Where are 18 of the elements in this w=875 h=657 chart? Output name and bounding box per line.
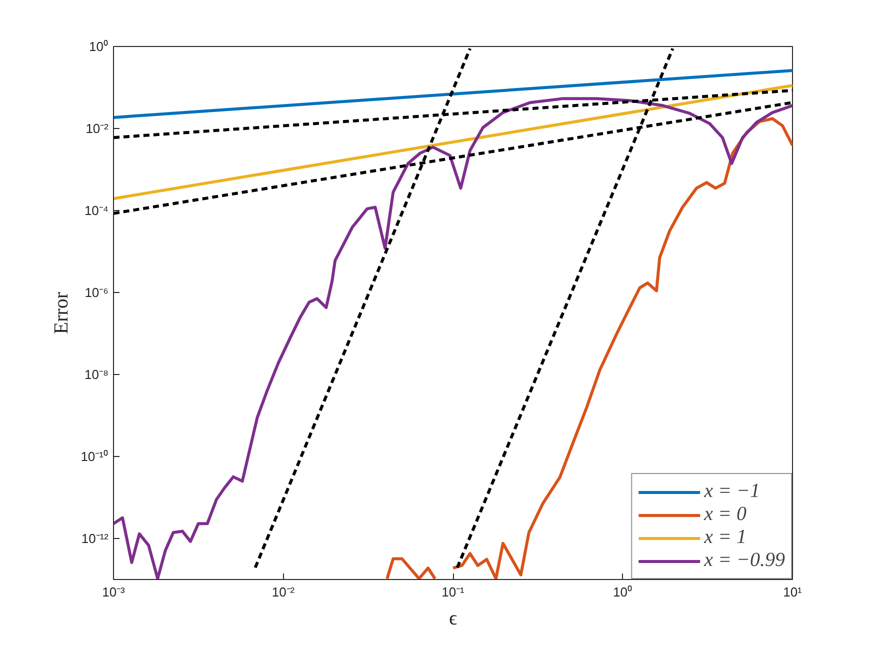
x-tick-label: 10⁻³ (102, 584, 126, 600)
y-tick-label: 10⁻⁶ (84, 285, 108, 300)
x-tick-label: 10⁰ (613, 584, 632, 600)
x-tick-label: 10⁻² (272, 584, 296, 600)
legend-label: x = 1 (704, 526, 746, 549)
x-tick-label: 10¹ (783, 584, 803, 600)
x-axis-title: ϵ (448, 608, 458, 630)
legend-label: x = −1 (704, 480, 760, 503)
y-axis-title: Error (50, 292, 73, 334)
y-tick-label: 10⁻¹⁰ (80, 449, 109, 464)
y-tick-label: 10⁻⁸ (84, 367, 109, 382)
y-tick-label: 10⁻² (86, 121, 110, 136)
y-tick-label: 10⁻¹² (81, 531, 110, 546)
x-tick-label: 10⁻¹ (442, 584, 466, 600)
legend-label: x = 0 (704, 503, 746, 526)
legend-label: x = −0.99 (704, 549, 785, 572)
y-tick-label: 10⁻⁴ (84, 203, 108, 218)
y-tick-label: 10⁰ (89, 39, 109, 54)
